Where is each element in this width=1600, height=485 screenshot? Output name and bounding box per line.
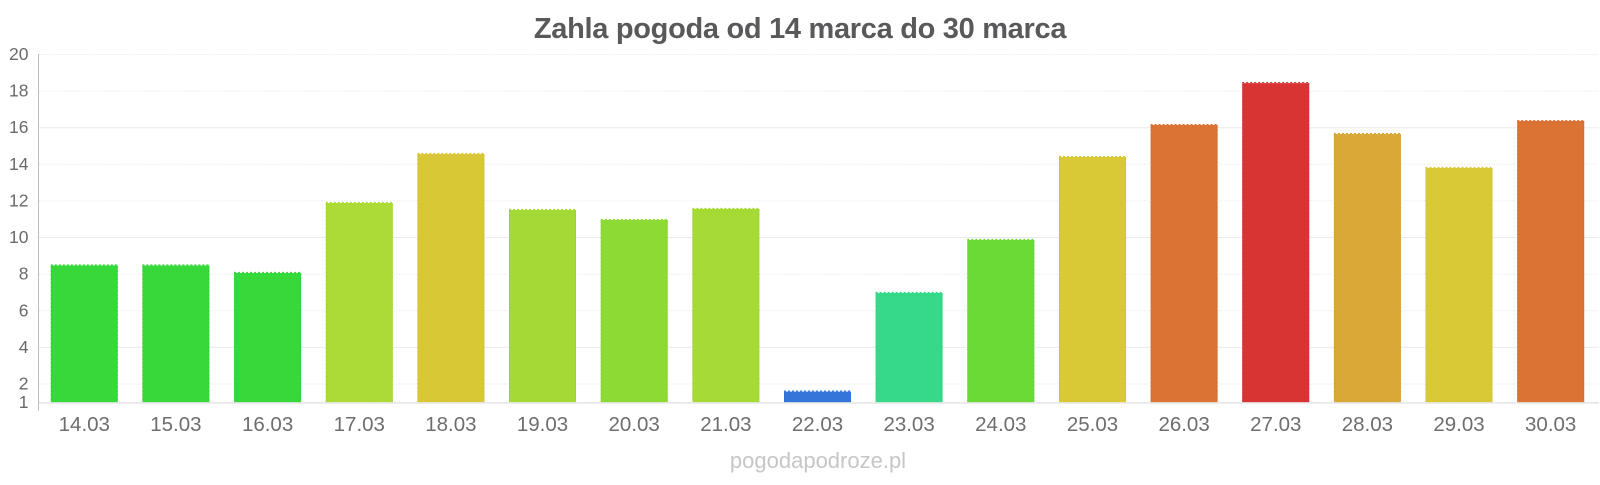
svg-text:17.03: 17.03 — [334, 413, 385, 436]
svg-text:pogodapodroze.pl: pogodapodroze.pl — [730, 448, 906, 473]
svg-text:4: 4 — [19, 337, 29, 357]
svg-text:27.03: 27.03 — [1250, 413, 1301, 436]
svg-text:28.03: 28.03 — [1342, 413, 1393, 436]
svg-text:2: 2 — [19, 374, 29, 394]
svg-text:20.03: 20.03 — [609, 413, 660, 436]
svg-text:1: 1 — [19, 392, 29, 412]
svg-text:Zahla pogoda od 14 marca do 30: Zahla pogoda od 14 marca do 30 marca — [534, 13, 1067, 45]
svg-text:30.03: 30.03 — [1525, 413, 1576, 436]
svg-text:16.03: 16.03 — [242, 413, 293, 436]
svg-text:16: 16 — [9, 117, 28, 137]
svg-text:24.03: 24.03 — [975, 413, 1026, 436]
svg-text:26.03: 26.03 — [1158, 413, 1209, 436]
svg-text:25.03: 25.03 — [1067, 413, 1118, 436]
svg-text:21.03: 21.03 — [700, 413, 751, 436]
svg-text:23.03: 23.03 — [883, 413, 934, 436]
svg-text:18.03: 18.03 — [425, 413, 476, 436]
svg-text:6: 6 — [19, 300, 29, 320]
svg-text:18: 18 — [9, 81, 28, 101]
svg-text:22.03: 22.03 — [792, 413, 843, 436]
svg-text:12: 12 — [9, 190, 28, 210]
svg-text:8: 8 — [19, 264, 29, 284]
svg-text:14.03: 14.03 — [59, 413, 110, 436]
svg-text:19.03: 19.03 — [517, 413, 568, 436]
svg-text:10: 10 — [9, 227, 29, 247]
svg-text:14: 14 — [9, 154, 29, 174]
svg-text:15.03: 15.03 — [150, 413, 201, 436]
svg-text:20: 20 — [9, 44, 29, 64]
svg-text:29.03: 29.03 — [1433, 413, 1484, 436]
